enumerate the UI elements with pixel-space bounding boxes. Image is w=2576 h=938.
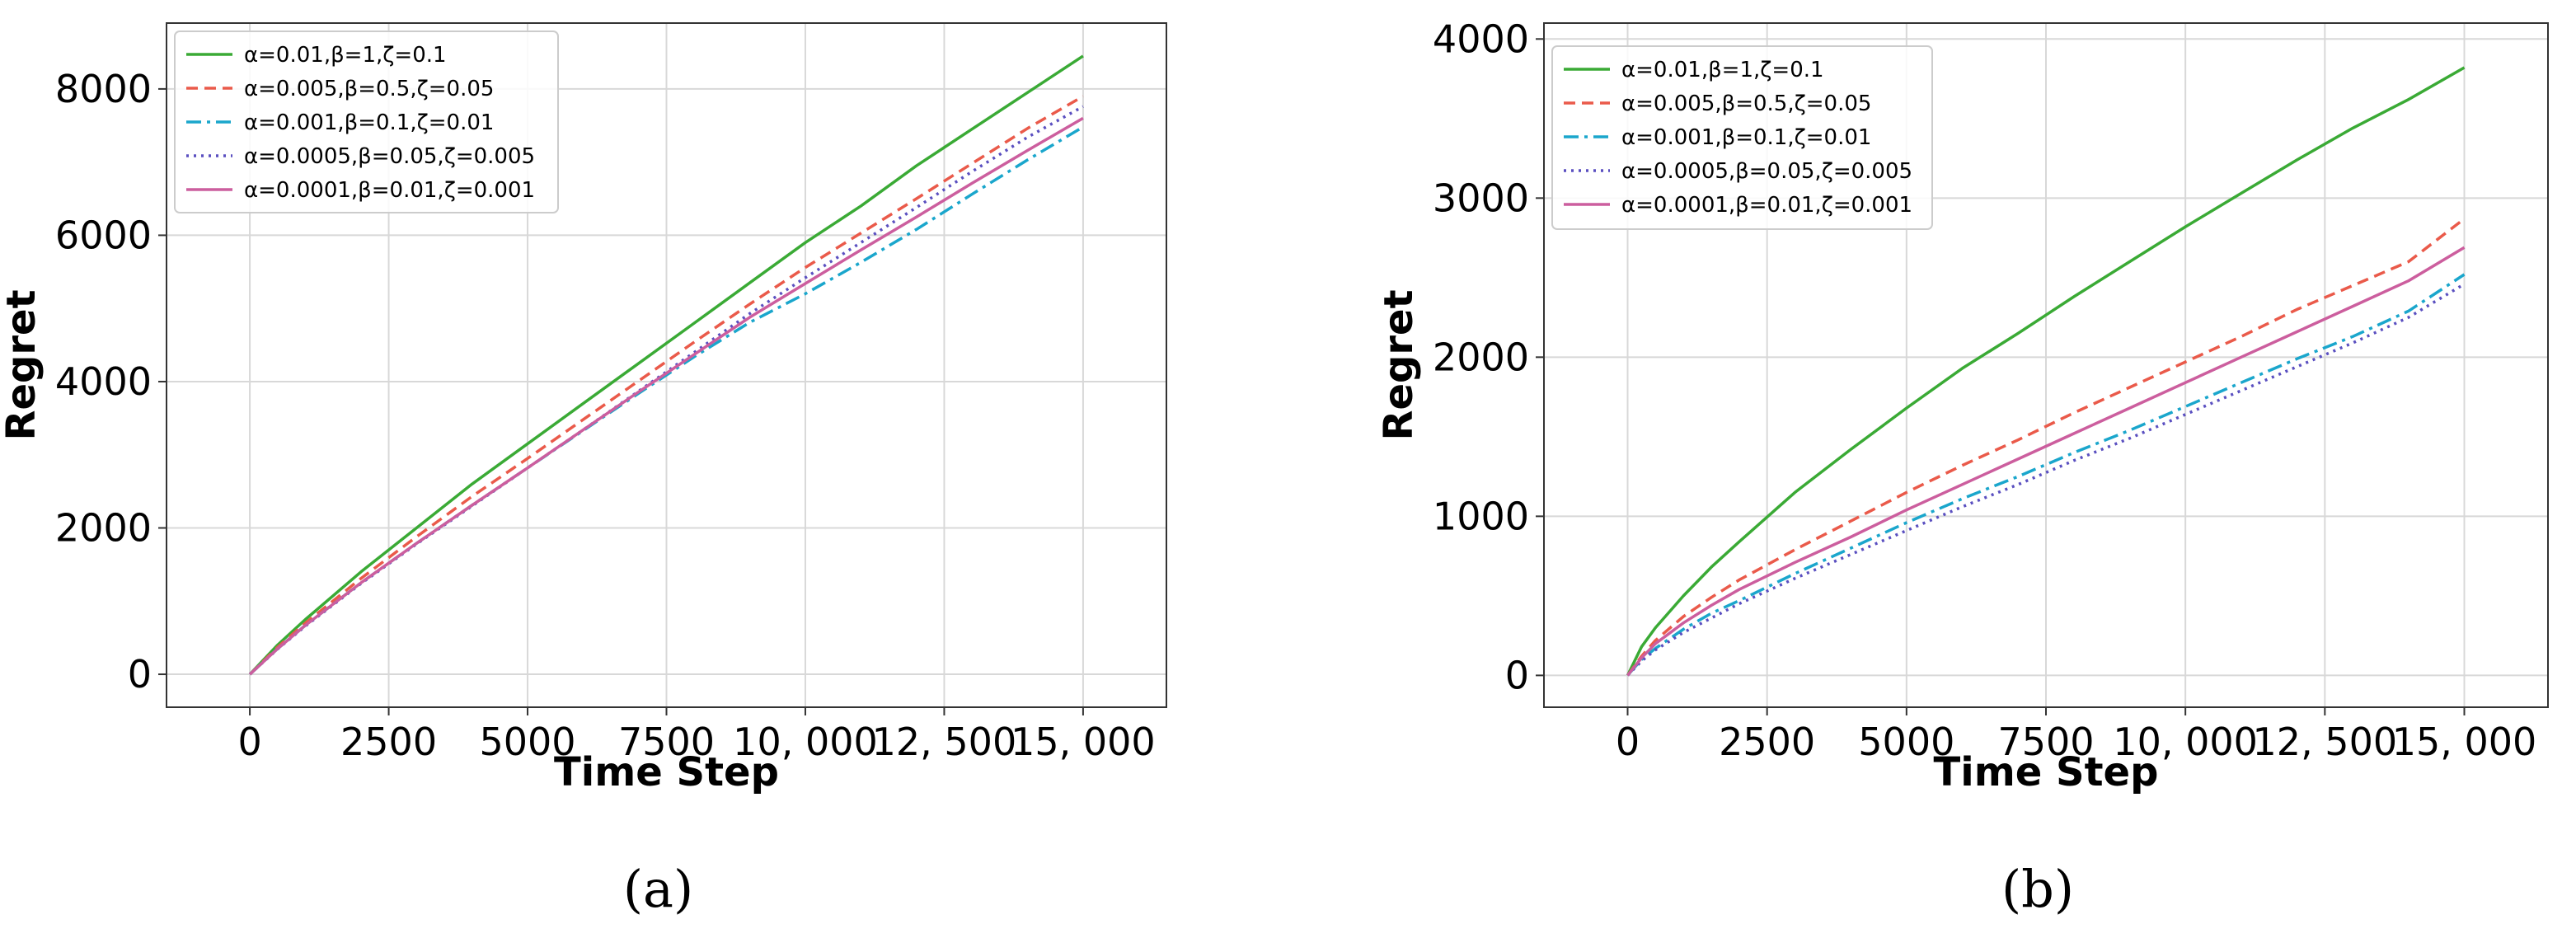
legend-label-3: α=0.001,β=0.1,ζ=0.01: [1621, 125, 1871, 150]
x-tick-label: 7500: [618, 720, 715, 764]
y-tick-label: 0: [128, 652, 152, 696]
y-tick-label: 4000: [55, 359, 152, 404]
legend-label-4: α=0.0005,β=0.05,ζ=0.005: [244, 144, 535, 169]
series-line-5: [248, 116, 1084, 676]
series-line-5: [1626, 246, 2466, 677]
x-tick-label: 15, 000: [1011, 720, 1156, 764]
legend-label-5: α=0.0001,β=0.01,ζ=0.001: [244, 178, 535, 203]
x-tick-label: 7500: [1997, 720, 2094, 764]
plot-frame: [166, 22, 1167, 708]
y-tick-label: 2000: [1433, 335, 1529, 379]
series-line-3: [1626, 273, 2466, 677]
legend-label-2: α=0.005,β=0.5,ζ=0.05: [244, 77, 494, 101]
x-tick-label: 2500: [1719, 720, 1815, 764]
x-tick-label: 2500: [340, 720, 437, 764]
x-tick-label: 5000: [1858, 720, 1954, 764]
y-axis-label: Regret: [0, 289, 45, 440]
x-tick-label: 12, 500: [2253, 720, 2398, 764]
x-tick-label: 10, 000: [2113, 720, 2258, 764]
legend-label-3: α=0.001,β=0.1,ζ=0.01: [244, 110, 494, 135]
series-line-1: [1626, 66, 2466, 677]
legend-label-1: α=0.01,β=1,ζ=0.1: [244, 43, 447, 68]
plot-frame: [1543, 22, 2549, 708]
y-tick-label: 6000: [55, 213, 152, 257]
legend-box: [1551, 45, 1933, 230]
series-line-2: [248, 95, 1084, 676]
x-tick-label: 12, 500: [872, 720, 1017, 764]
legend-label-2: α=0.005,β=0.5,ζ=0.05: [1621, 91, 1871, 116]
x-tick-label: 5000: [479, 720, 575, 764]
series-line-1: [248, 54, 1084, 676]
y-tick-label: 1000: [1433, 494, 1529, 538]
legend-label-5: α=0.0001,β=0.01,ζ=0.001: [1621, 193, 1912, 218]
legend-label-1: α=0.01,β=1,ζ=0.1: [1621, 58, 1824, 82]
y-tick-label: 0: [1505, 653, 1529, 697]
series-line-2: [1626, 218, 2466, 677]
x-axis-label: Time Step: [1934, 749, 2159, 795]
legend-box: [174, 30, 559, 213]
y-tick-label: 2000: [55, 506, 152, 551]
legend-label-4: α=0.0005,β=0.05,ζ=0.005: [1621, 159, 1912, 184]
y-tick-label: 4000: [1433, 16, 1529, 61]
x-tick-label: 15, 000: [2392, 720, 2537, 764]
x-axis-label: Time Step: [554, 749, 779, 795]
y-tick-label: 3000: [1433, 176, 1529, 220]
x-tick-label: 0: [1616, 720, 1640, 764]
subfigure-caption: (b): [2001, 859, 2074, 919]
x-tick-label: 0: [237, 720, 261, 764]
subfigure-caption: (a): [623, 859, 693, 919]
y-axis-label: Regret: [1376, 289, 1422, 440]
y-tick-label: 8000: [55, 67, 152, 111]
x-tick-label: 10, 000: [733, 720, 878, 764]
